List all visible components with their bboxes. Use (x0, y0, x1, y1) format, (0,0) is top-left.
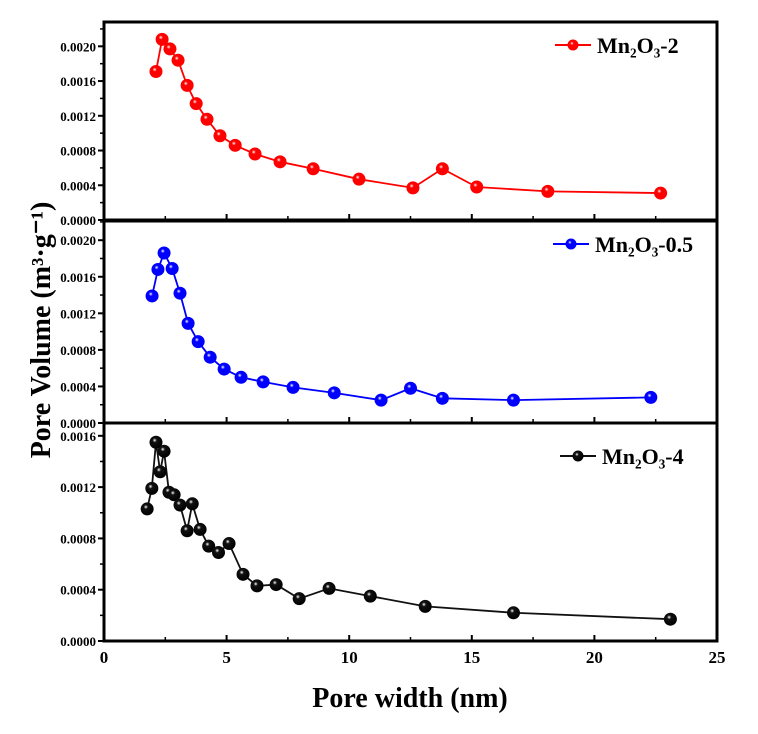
data-point (644, 390, 658, 404)
y-tick-label: 0.0012 (60, 306, 96, 321)
y-tick-label: 0.0000 (60, 416, 96, 431)
data-point (157, 246, 171, 260)
data-point (236, 567, 250, 581)
data-point (406, 181, 420, 195)
data-point (180, 524, 194, 538)
y-axis-label: Pore Volume (m³·g⁻¹) (26, 202, 57, 459)
data-point (145, 289, 159, 303)
y-tick-label: 0.0016 (60, 74, 96, 89)
y-tick-label: 0.0008 (60, 343, 96, 358)
data-point (327, 386, 341, 400)
data-point (165, 262, 179, 276)
data-point (292, 592, 306, 606)
y-tick-label: 0.0012 (60, 109, 96, 124)
data-point (269, 578, 283, 592)
x-tick-label: 25 (709, 648, 726, 667)
data-point (167, 488, 181, 502)
data-point (374, 393, 388, 407)
data-point (140, 502, 154, 516)
y-tick-label: 0.0008 (60, 531, 96, 546)
data-point (180, 78, 194, 92)
data-point (145, 481, 159, 495)
legend-label: Mn₂O₃-0.5 (595, 232, 693, 257)
data-point (228, 138, 242, 152)
data-point (149, 435, 163, 449)
series-line (151, 250, 651, 402)
data-point (286, 380, 300, 394)
data-point (153, 465, 167, 479)
data-point (418, 599, 432, 613)
data-point (193, 522, 207, 536)
data-point (322, 581, 336, 595)
x-tick-label: 20 (586, 648, 603, 667)
legend-marker (565, 238, 577, 250)
data-point (173, 286, 187, 300)
series-line (155, 37, 661, 194)
y-tick-label: 0.0020 (60, 233, 96, 248)
data-point (191, 335, 205, 349)
y-tick-label: 0.0004 (60, 379, 96, 394)
panel-2: 0.0000 0.0004 0.0008 0.0012 0.0016 0 5 10 15 20 25… (60, 421, 726, 667)
data-point (435, 162, 449, 176)
legend-label: Mn₂O₃-2 (597, 33, 679, 58)
data-point (541, 184, 555, 198)
data-point (306, 162, 320, 176)
data-point (163, 42, 177, 56)
y-tick-label: 0.0000 (60, 213, 96, 228)
data-point (273, 155, 287, 169)
legend-marker (567, 39, 579, 51)
y-tick-label: 0.0008 (60, 144, 96, 159)
data-point (363, 589, 377, 603)
data-point (213, 129, 227, 143)
legend-marker (572, 450, 584, 462)
y-tick-label: 0.0004 (60, 178, 96, 193)
panel-frame (102, 421, 719, 643)
data-point (185, 497, 199, 511)
data-point (404, 381, 417, 395)
data-point (173, 498, 187, 512)
data-point (217, 362, 231, 376)
data-point (151, 262, 165, 276)
data-point (506, 393, 520, 407)
x-tick-label: 15 (463, 648, 480, 667)
panel-0: 0.0000 0.0004 0.0008 0.0012 0.0016 0.0020 Mn₂O… (60, 20, 719, 228)
data-point (234, 370, 248, 384)
data-point (222, 537, 236, 551)
data-point (171, 53, 185, 67)
x-tick-label: 10 (341, 648, 358, 667)
data-point (654, 186, 668, 200)
data-point (352, 172, 366, 186)
panel-1: 0.0000 0.0004 0.0008 0.0012 0.0016 0.0020 Mn₂O… (60, 219, 719, 431)
x-axis-label: Pore width (nm) (312, 683, 507, 714)
data-point (200, 112, 214, 126)
data-point (155, 32, 169, 46)
data-point (470, 180, 484, 194)
data-point (248, 147, 262, 161)
data-point (435, 391, 449, 405)
y-tick-label: 0.0016 (60, 270, 96, 285)
y-tick-label: 0.0004 (60, 583, 96, 598)
data-point (157, 444, 171, 458)
y-tick-label: 0.0016 (60, 429, 96, 444)
x-tick-label: 0 (100, 648, 109, 667)
data-point (202, 539, 216, 553)
data-point (663, 612, 677, 626)
y-tick-label: 0.0020 (60, 39, 96, 54)
data-point (189, 97, 203, 111)
series-line (146, 442, 671, 621)
data-point (181, 316, 195, 330)
data-point (250, 579, 264, 593)
legend-label: Mn₂O₃-4 (602, 444, 684, 469)
data-point (149, 65, 163, 78)
data-point (506, 606, 520, 620)
data-point (212, 546, 226, 560)
y-tick-label: 0.0012 (60, 480, 96, 495)
x-tick-label: 5 (222, 648, 231, 667)
data-point (256, 375, 270, 389)
y-tick-label: 0.0000 (60, 634, 96, 649)
data-point (203, 350, 217, 364)
